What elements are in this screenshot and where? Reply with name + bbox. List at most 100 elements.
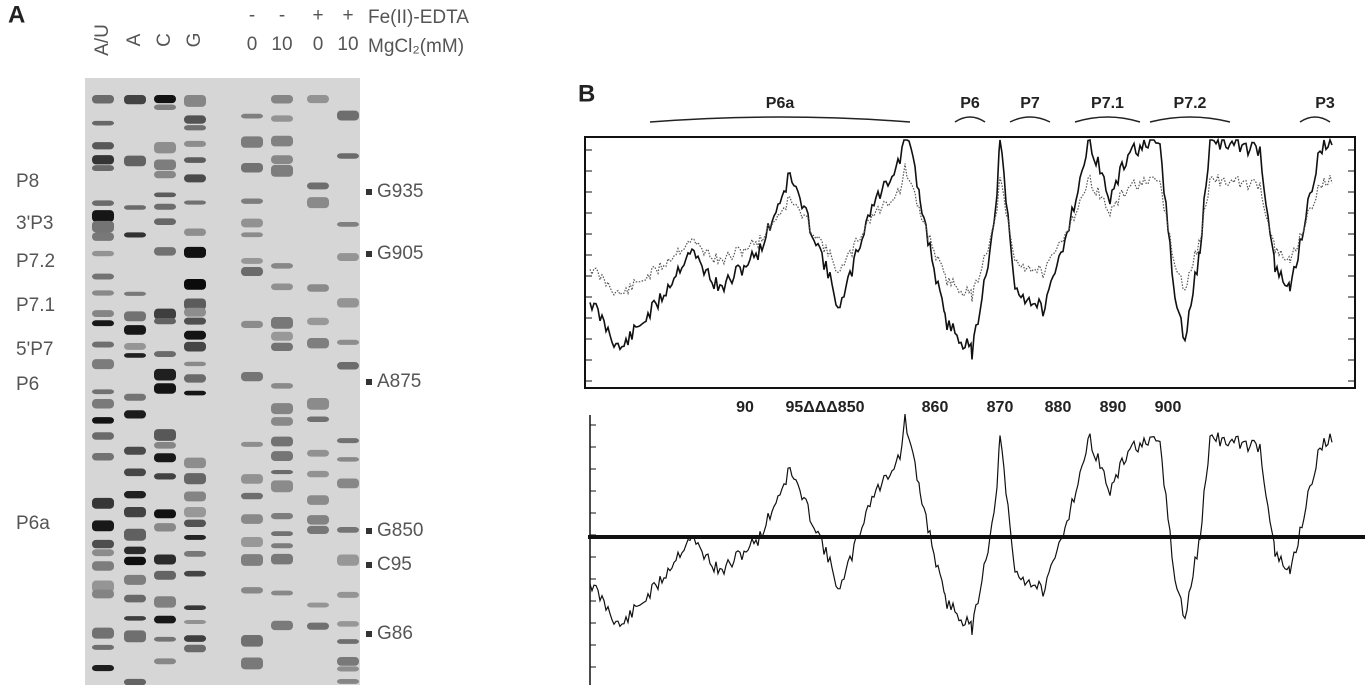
lane-label: 0 (313, 34, 324, 55)
band (154, 523, 176, 532)
band (92, 200, 114, 206)
band (184, 605, 206, 610)
band (337, 621, 359, 627)
band (154, 658, 176, 665)
band (184, 473, 206, 485)
band (184, 157, 206, 163)
band (337, 678, 359, 684)
band (271, 543, 293, 549)
lane-label: 10 (337, 34, 358, 55)
panel-label: B (578, 80, 595, 107)
band (184, 200, 206, 205)
band (271, 436, 293, 447)
band (337, 110, 359, 121)
band (92, 120, 114, 126)
helix-label: 5'P7 (16, 339, 53, 360)
band (124, 343, 146, 350)
band (92, 520, 114, 532)
band (92, 432, 114, 440)
band (271, 403, 293, 415)
band (307, 470, 329, 478)
band (154, 570, 176, 580)
helix-label: P8 (16, 171, 39, 192)
band (124, 556, 146, 566)
gel-bands (92, 95, 359, 686)
fe-edta-sign: + (312, 5, 323, 26)
band (154, 615, 176, 624)
marker (366, 631, 372, 637)
domain-label: P6a (766, 95, 795, 112)
band (124, 95, 146, 105)
band (124, 446, 146, 455)
domain-brace (1149, 116, 1231, 123)
band (307, 449, 329, 457)
band (92, 589, 114, 599)
band (92, 341, 114, 348)
band (241, 136, 263, 148)
position-label: 95ΔΔΔ850 (786, 399, 865, 416)
band (92, 399, 114, 409)
band (241, 198, 263, 204)
band (337, 253, 359, 262)
band (92, 389, 114, 395)
band (154, 318, 176, 325)
band (184, 228, 206, 236)
band (337, 656, 359, 666)
band (241, 554, 263, 566)
band (307, 197, 329, 209)
position-label: G905 (377, 243, 423, 264)
band (92, 497, 114, 509)
band (271, 531, 293, 537)
trace-dotted (589, 163, 1333, 302)
band (271, 95, 293, 104)
marker (366, 562, 372, 568)
band (241, 257, 263, 264)
domain-label: P7 (1020, 95, 1040, 112)
band (154, 203, 176, 210)
band (92, 665, 114, 672)
band (124, 506, 146, 518)
domain-label: P3 (1315, 95, 1335, 112)
band (241, 218, 263, 228)
band (184, 374, 206, 383)
band (154, 308, 176, 320)
band (337, 339, 359, 345)
traces (589, 137, 1333, 636)
band (124, 325, 146, 335)
position-label: 860 (922, 399, 949, 416)
band (124, 311, 146, 322)
band (241, 162, 263, 173)
band (184, 278, 206, 290)
marker (366, 251, 372, 257)
band (154, 596, 176, 608)
band (154, 509, 176, 519)
band (184, 361, 206, 367)
band (184, 519, 206, 528)
band (271, 331, 293, 341)
band (92, 561, 114, 571)
band (184, 491, 206, 502)
band (307, 515, 329, 525)
band (241, 657, 263, 670)
band (154, 142, 176, 154)
band (271, 383, 293, 389)
band (307, 284, 329, 292)
band (271, 164, 293, 177)
band (271, 283, 293, 291)
band (92, 320, 114, 327)
band (184, 95, 206, 107)
fe-edta-sign: - (279, 5, 285, 26)
band (154, 218, 176, 226)
domain-brace (649, 116, 911, 123)
band (124, 528, 146, 541)
band (271, 553, 293, 565)
lane-label: 0 (247, 34, 258, 55)
band (124, 630, 146, 643)
band (271, 451, 293, 461)
band (124, 468, 146, 477)
position-label: G935 (377, 181, 423, 202)
band (154, 383, 176, 394)
band (337, 361, 359, 370)
band (154, 247, 176, 256)
